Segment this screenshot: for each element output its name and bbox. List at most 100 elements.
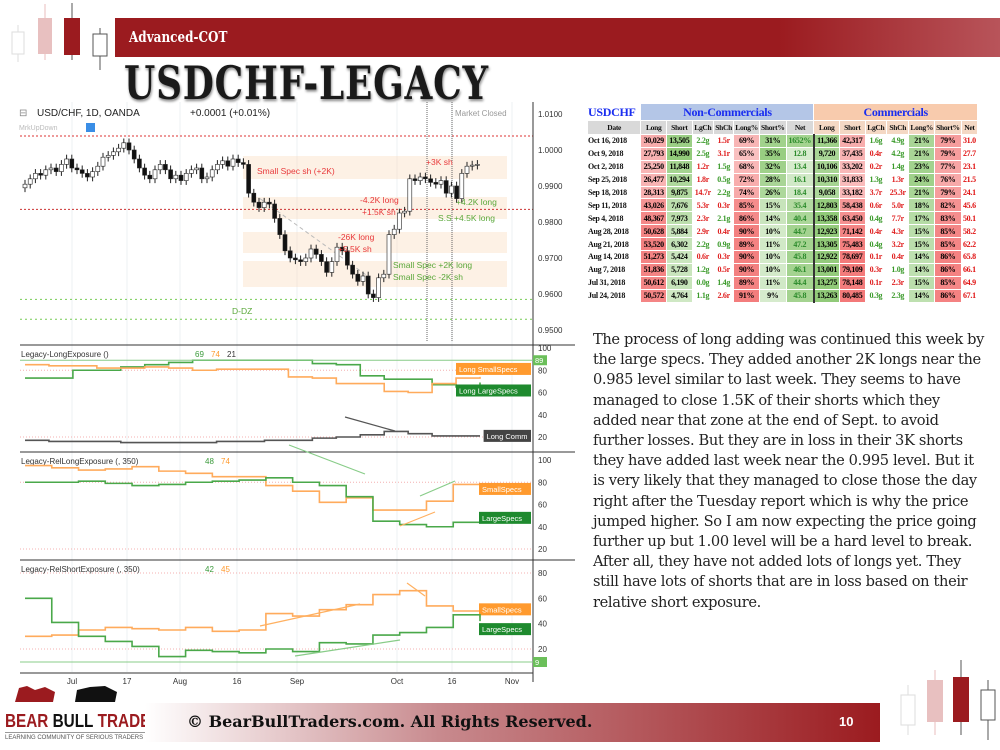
candle [53,167,59,172]
nc-long-cell: 51,273 [640,250,668,264]
candle [183,173,189,181]
date-cell: Oct 9, 2018 [586,146,642,161]
c-lgch-cell: 0.1r [864,250,888,264]
nc-shch-cell: 2.1g [713,211,735,226]
candle [433,182,439,185]
price-tick-label: 0.9800 [538,218,563,227]
candle [131,149,137,160]
c-short-pct-cell: 85% [934,275,962,290]
collapse-icon: ⊟ [19,108,27,119]
c-lgch-cell: 0.4r [864,146,888,161]
nc-net-cell: 35.4 [785,198,815,213]
column-header: LgCh [691,120,715,135]
c-net-cell: 31.0 [960,134,979,148]
candle [339,246,345,252]
nc-lgch-cell: 1.1g [691,288,715,303]
nc-lgch-cell: 0.0g [691,275,715,290]
candle [371,293,376,298]
candle [121,142,127,149]
zone-box [243,232,507,253]
price-tick-label: 0.9900 [538,182,563,191]
c-shch-cell: 1.0g [886,262,910,277]
time-tick-label: Oct [391,677,404,686]
candle [215,164,220,171]
candle [251,192,257,203]
nc-long-cell: 50,572 [640,288,668,303]
candle [173,174,179,180]
nc-short-pct-cell: 10% [758,262,787,277]
c-lgch-cell: 0.3r [864,262,888,277]
candle [308,248,314,259]
c-short-pct-cell: 86% [934,250,962,264]
table-row: Aug 28, 2018 50,628 5,884 2.9r 0.4r 90% 10% 44.… [586,224,979,239]
candle [95,165,101,172]
c-short-cell: 79,109 [839,262,866,277]
candle [105,155,111,158]
panel-title: Legacy-RelShortExposure (, 350) [21,565,140,574]
date-cell: Sep 11, 2018 [586,198,642,213]
c-net-cell: 21.5 [960,172,979,187]
panel-tick-label: 60 [538,594,547,603]
c-shch-cell: 25.3r [886,185,910,200]
candle [194,167,199,171]
column-header: LgCh [864,120,888,135]
nc-long-cell: 28,313 [640,185,668,200]
series-label: Long SmallSpecs [459,365,518,374]
nc-net-cell: 44.4 [785,275,815,290]
candle [287,250,293,259]
c-lgch-cell: 3.7r [864,185,888,200]
c-lgch-cell: 0.4g [864,211,888,226]
page-number: 10 [839,714,854,729]
c-long-pct-cell: 17% [908,211,936,226]
nc-long-cell: 50,612 [640,275,668,290]
candle [27,178,33,185]
price-tick-label: 0.9700 [538,254,563,263]
c-short-cell: 33,202 [839,159,866,174]
series-label-box [456,362,531,375]
candle [152,169,158,180]
nc-short-cell: 14,990 [666,146,693,161]
table-row: Sep 4, 2018 48,367 7,973 2.3r 2.1g 86% 14% 40.4… [586,211,979,226]
price-tick-label: 1.0000 [538,146,563,155]
nc-lgch-cell: 2.2g [691,237,715,252]
time-tick-label: Aug [173,677,187,686]
c-long-pct-cell: 18% [908,198,936,213]
column-header: Long [640,120,668,135]
annotation-label: Small Spec sh (+2K) [257,166,335,176]
c-short-cell: 63,450 [839,211,866,226]
candle [116,147,121,153]
c-net-cell: 66.1 [960,262,979,277]
date-cell: Aug 7, 2018 [586,262,642,277]
series-label: LargeSpecs [482,625,522,634]
c-net-cell: 62.2 [960,237,979,252]
candle [469,164,475,167]
column-header: Short% [758,120,787,135]
nc-lgch-cell: 2.9r [691,224,715,239]
c-short-pct-cell: 82% [934,198,962,213]
candle [329,261,335,273]
settings-icon [86,123,95,132]
table-row: Aug 7, 2018 51,836 5,728 1.2g 0.5r 90% 10% 46.1… [586,262,979,277]
nc-long-pct-cell: 90% [733,224,760,239]
group-header-commercials: Commercials [813,103,978,121]
c-shch-cell: 1.4g [886,159,910,174]
candle [365,275,371,295]
c-shch-cell: 3.2r [886,237,910,252]
nc-long-pct-cell: 91% [733,288,760,303]
nc-shch-cell: 0.5r [713,262,735,277]
panel-tick-label: 40 [538,411,547,420]
candle [350,264,355,275]
annotation-label: Small Spec +2K long [393,260,472,270]
table-row: Sep 18, 2018 28,313 9,875 14.7r 2.2g 74% 26% 18… [586,185,979,200]
panel-tick-label: 80 [538,478,547,487]
table-row: Jul 24, 2018 50,572 4,764 1.1g 2.6r 91% 9% 45.8… [586,288,979,303]
nc-shch-cell: 2.6r [713,288,735,303]
c-lgch-cell: 0.3g [864,288,888,303]
candle [428,178,433,183]
footer-bar: © BearBullTraders.com. All Rights Reserv… [145,703,880,742]
candle [209,169,215,178]
nc-lgch-cell: 2.2g [691,134,715,148]
table-row: Sep 25, 2018 26,477 10,294 1.8r 0.5g 72% 28% 16… [586,172,979,187]
nc-short-pct-cell: 15% [758,198,787,213]
candle [69,158,75,169]
